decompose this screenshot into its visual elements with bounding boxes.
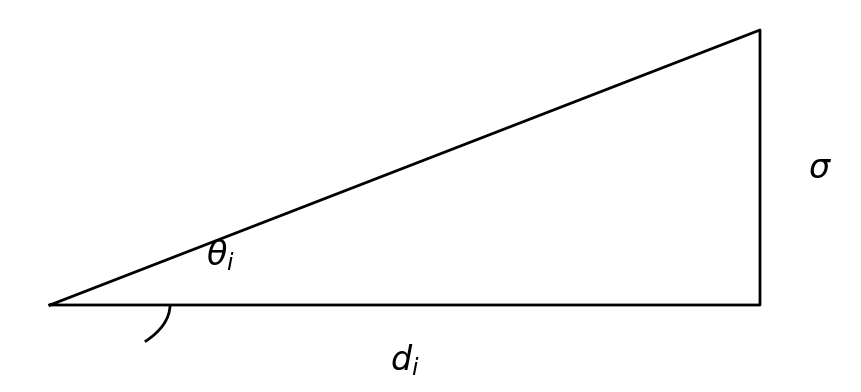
Text: $\theta_{i}$: $\theta_{i}$ (206, 237, 234, 273)
Text: $d_{i}$: $d_{i}$ (390, 342, 420, 378)
Text: $\sigma$: $\sigma$ (808, 151, 832, 185)
